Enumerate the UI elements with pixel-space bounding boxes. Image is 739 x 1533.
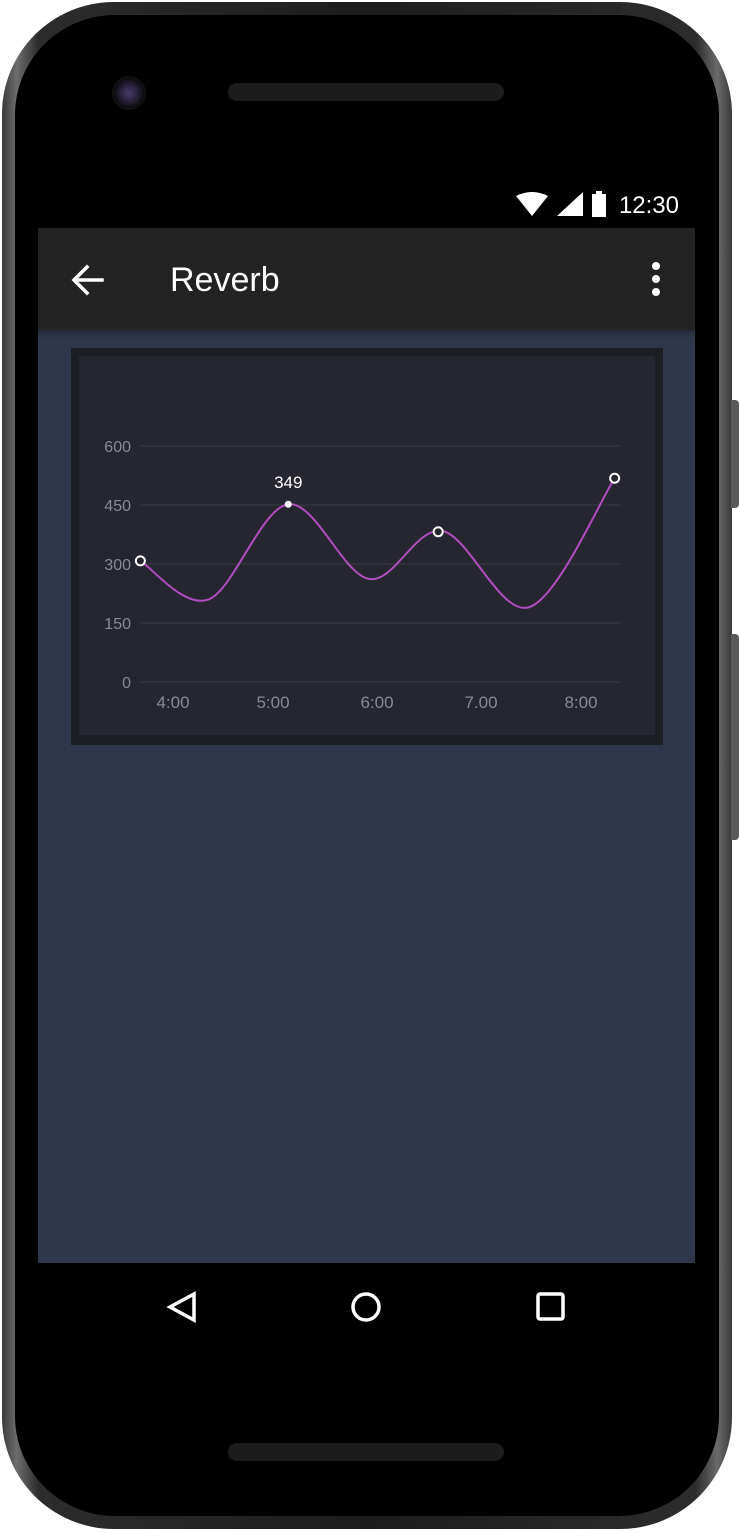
- navigation-bar: [38, 1263, 695, 1350]
- back-triangle-icon: [159, 1291, 207, 1335]
- top-speaker: [228, 83, 504, 101]
- y-tick-label: 150: [104, 616, 131, 633]
- battery-icon: [591, 190, 607, 222]
- home-circle-icon: [342, 1292, 390, 1335]
- cellular-signal-icon: [556, 191, 583, 221]
- chart-area: 0 150 300 450 600 4:00 5:00 6:00 7.00 8:00 349: [79, 356, 655, 735]
- wifi-icon: [515, 191, 549, 221]
- more-vert-icon: [641, 262, 671, 306]
- x-tick-label: 8:00: [564, 693, 597, 712]
- arrow-back-icon: [66, 264, 110, 306]
- data-point: [284, 500, 292, 508]
- nav-home-button[interactable]: [342, 1283, 390, 1331]
- back-button[interactable]: [66, 258, 110, 302]
- status-time: 12:30: [618, 192, 679, 219]
- y-tick-label: 0: [122, 675, 131, 692]
- front-camera: [114, 78, 144, 108]
- data-point: [609, 472, 621, 484]
- overflow-menu-button[interactable]: [641, 258, 671, 302]
- status-bar: 12:30: [38, 183, 695, 228]
- nav-back-button[interactable]: [159, 1283, 207, 1331]
- series-line: [139, 477, 616, 609]
- x-tick-label: 5:00: [256, 693, 289, 712]
- page-title: Reverb: [170, 261, 280, 299]
- data-point: [134, 555, 146, 567]
- recents-square-icon: [526, 1292, 574, 1335]
- y-tick-label: 600: [104, 439, 131, 456]
- line-chart: 0 150 300 450 600 4:00 5:00 6:00 7.00 8:00 349: [104, 439, 621, 712]
- data-point: [432, 526, 444, 538]
- y-tick-label: 300: [104, 557, 131, 574]
- y-tick-label: 450: [104, 498, 131, 515]
- x-tick-label: 4:00: [156, 693, 189, 712]
- data-label: 349: [274, 473, 302, 492]
- power-button: [731, 400, 739, 508]
- chart-card: 0 150 300 450 600 4:00 5:00 6:00 7.00 8:00 349: [71, 348, 663, 745]
- x-tick-label: 6:00: [360, 693, 393, 712]
- nav-recents-button[interactable]: [526, 1283, 574, 1331]
- screen: 12:30 Reverb 0 150 300 450 600 4:00 5:00 6:00: [38, 183, 695, 1350]
- x-tick-label: 7.00: [464, 693, 497, 712]
- app-bar: Reverb: [38, 228, 695, 330]
- bottom-speaker: [228, 1443, 504, 1461]
- volume-button: [731, 634, 739, 840]
